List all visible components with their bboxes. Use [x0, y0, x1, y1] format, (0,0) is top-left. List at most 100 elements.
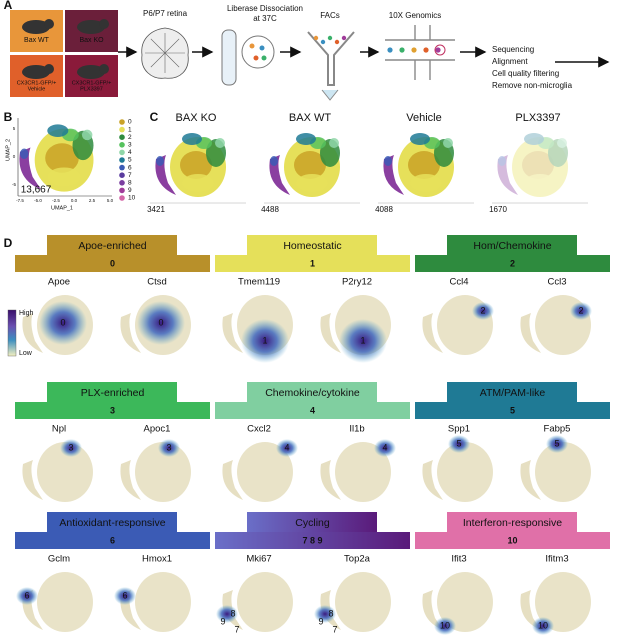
gene-name: Tmem119	[238, 277, 280, 288]
cell-cloud	[320, 460, 341, 500]
cluster-region	[215, 138, 225, 148]
legend-label: 8	[128, 180, 132, 187]
gene-name: Spp1	[448, 424, 470, 435]
final-step: Cell quality filtering	[492, 69, 559, 78]
step-label: Liberase Dissociation	[227, 4, 303, 13]
expression-hotspot	[314, 605, 336, 623]
mouse-icon	[77, 65, 105, 79]
x-tick-label: -7.5	[16, 198, 24, 203]
legend-label: 4	[128, 149, 132, 156]
legend-label: 2	[128, 134, 132, 141]
gene-name: P2ry12	[342, 277, 372, 288]
cell-cloud	[335, 442, 391, 502]
cluster-number: 0	[158, 317, 163, 327]
tube-icon	[221, 29, 237, 86]
retina-vessel	[164, 52, 180, 68]
cell-cloud	[520, 590, 541, 630]
x-tick-label: 0.0	[71, 198, 78, 203]
cluster-name: Homeostatic	[283, 240, 341, 252]
mouse-label: PLX3397	[80, 86, 103, 92]
mouse-label: Bax KO	[79, 37, 104, 44]
cluster-region	[270, 156, 278, 166]
mouse-label: Vehicle	[28, 86, 46, 92]
gene-name: Ccl3	[547, 277, 566, 288]
legend-label: 9	[128, 187, 132, 194]
umap-plot	[222, 442, 293, 502]
facs-icon	[307, 31, 355, 86]
cluster-id: 2	[510, 258, 515, 268]
mouse-icon	[22, 20, 50, 34]
cluster-region	[47, 167, 81, 187]
legend-swatch	[119, 172, 125, 178]
gene-name: Npl	[52, 424, 66, 435]
zoom-icon	[241, 35, 275, 69]
cell-cloud	[22, 313, 43, 353]
cell-cloud	[437, 572, 493, 632]
mouse-icon	[77, 20, 105, 34]
cell-count: 13,667	[21, 185, 52, 196]
umap-plot	[19, 124, 94, 192]
x-tick-label: 2.5	[89, 198, 96, 203]
gene-name: Fabp5	[544, 424, 571, 435]
cluster-header	[47, 512, 177, 534]
cell-icon	[259, 45, 265, 51]
cluster-bar	[415, 532, 610, 549]
cluster-bar	[215, 402, 410, 419]
cluster-bar	[15, 402, 210, 419]
cluster-region	[408, 151, 440, 179]
x-axis-label: UMAP_1	[51, 205, 73, 211]
cell-icon	[249, 43, 255, 49]
legend-swatch	[119, 164, 125, 171]
umap-plot	[497, 133, 568, 197]
expression-hotspot	[158, 439, 180, 457]
cluster-number: 9	[220, 616, 225, 626]
cell-cloud	[512, 137, 568, 197]
condition-title: Vehicle	[406, 112, 441, 124]
panel-letter: C	[150, 110, 159, 124]
expression-hotspot	[276, 439, 298, 457]
cluster-number: 4	[284, 442, 289, 452]
cell-cloud	[37, 572, 93, 632]
umap-plot	[22, 442, 93, 502]
cell-cloud	[520, 460, 541, 500]
legend-label: 10	[128, 195, 136, 202]
cluster-bar	[415, 402, 610, 419]
step-label: at 37C	[253, 14, 277, 23]
mouse-label: CX3CR1-GFP/+	[72, 80, 112, 86]
y-tick-label: 0	[13, 154, 16, 159]
cluster-number: 1	[360, 335, 365, 345]
cell-cloud	[520, 313, 541, 353]
cluster-name: Interferon-responsive	[463, 517, 562, 529]
expression-hotspot	[339, 319, 387, 363]
umap-plot	[520, 442, 591, 502]
mouse-head	[99, 64, 109, 74]
expression-hotspot	[434, 617, 456, 635]
cluster-region	[81, 129, 93, 141]
cell-cloud	[237, 572, 293, 632]
expression-hotspot	[137, 301, 185, 345]
cell-cloud	[22, 460, 43, 500]
legend-swatch	[119, 157, 125, 163]
cluster-name: Antioxidant-responsive	[59, 517, 165, 529]
cell-icon	[327, 35, 333, 41]
x-tick-label: 5.0	[107, 198, 114, 203]
droplet-icon	[434, 44, 446, 56]
cluster-number: 8	[230, 608, 235, 618]
cluster-header	[247, 382, 377, 404]
cluster-number: 6	[24, 590, 29, 600]
umap-plot	[320, 442, 391, 502]
cluster-header	[47, 382, 177, 404]
umap-plot	[520, 572, 591, 632]
cell-cloud	[135, 572, 191, 632]
cell-cloud	[120, 313, 141, 353]
cluster-number: 8	[328, 608, 333, 618]
step-label: P6/P7 retina	[143, 9, 188, 18]
legend-label: 0	[128, 119, 132, 126]
cluster-id: 4	[310, 405, 315, 415]
cluster-header	[47, 235, 177, 257]
umap-plot	[320, 572, 391, 632]
cluster-bar	[415, 255, 610, 272]
legend-swatch	[119, 195, 125, 201]
cluster-header	[447, 512, 577, 534]
